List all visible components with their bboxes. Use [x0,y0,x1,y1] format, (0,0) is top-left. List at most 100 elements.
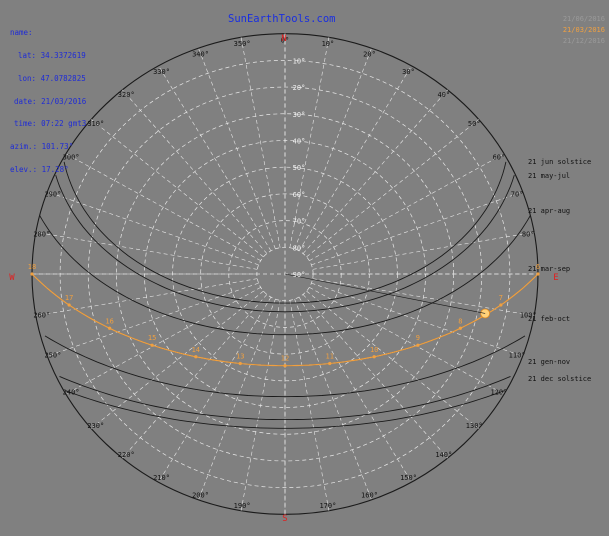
date-curve [63,161,507,304]
azimuth-spoke [306,119,479,258]
elevation-label: 20° [293,84,306,92]
azimuth-label: 0° [281,36,289,44]
azimuth-spoke [240,300,281,511]
azimuth-spoke [198,298,276,500]
azimuth-spoke [47,282,259,357]
azimuth-spoke [309,287,505,395]
azimuth-spoke [306,290,479,429]
azimuth-spoke [289,37,330,248]
azimuth-label: 130° [466,422,483,430]
info-elevation: elev.: 17.28° [10,164,69,174]
elevation-label: 80° [293,244,306,252]
date-curve [65,390,505,429]
azimuth-spoke [65,287,261,395]
site-title: SunEarthTools.com [228,13,336,25]
elevation-azimuth-grid [31,33,539,515]
legend-item-equinox: 21/03/2016 [562,26,605,34]
hour-marker [150,343,154,347]
hour-label: 15 [148,334,156,342]
date-curve-label: 21 may-jul [528,172,570,180]
azimuth-label: 40° [437,91,450,99]
azimuth-label: 320° [118,91,135,99]
hour-label: 13 [236,352,244,360]
azimuth-spoke [122,294,268,459]
azimuth-spoke [65,153,261,261]
azimuth-label: 240° [63,388,80,396]
elevation-label: 70° [293,218,306,226]
azimuth-label: 340° [192,51,209,59]
info-name: name: [10,28,38,38]
azimuth-spoke [309,153,505,261]
azimuth-label: 140° [435,451,452,459]
azimuth-spoke [294,48,372,250]
azimuth-spoke [122,89,268,254]
info-longitude: lon: 47.0782825 [18,73,86,83]
info-date: date: 21/03/2016 [14,96,87,106]
azimuth-label: 300° [63,154,80,162]
legend-item-summer: 21/06/2016 [562,15,605,23]
hour-marker [283,364,287,368]
elevation-label: 30° [293,111,306,119]
hour-label: 11 [326,352,334,360]
azimuth-spoke [35,231,258,270]
azimuth-label: 80° [522,230,535,238]
azimuth-label: 260° [33,312,50,320]
azimuth-label: 310° [87,120,104,128]
date-curve-label: 21 dec solstice [528,375,591,383]
date-curve [59,375,511,421]
azimuth-label: 220° [118,451,135,459]
elevation-label: 40° [293,137,306,145]
date-curve [55,174,515,313]
sun-azimuth-line [284,273,486,314]
hour-label: 16 [105,317,113,325]
hour-marker [536,272,540,276]
date-legend: 21/06/2016 21/03/2016 21/12/2016 [563,14,605,47]
hour-marker [372,355,376,359]
azimuth-label: 110° [509,351,526,359]
elevation-label: 10° [293,57,306,65]
hour-label: 12 [281,355,289,363]
azimuth-spoke [158,296,272,483]
hour-label: 6 [536,263,540,271]
azimuth-spoke [240,37,281,248]
azimuth-spoke [302,89,448,254]
azimuth-label: 350° [234,40,251,48]
date-curve [39,215,531,336]
azimuth-spoke [289,300,330,511]
azimuth-spoke [35,278,258,317]
elevation-label: 50° [293,164,306,172]
date-curve-label: 21 jun solstice [528,158,591,166]
hour-label: 18 [28,263,36,271]
info-azimuth: azim.: 101.73° [10,142,74,152]
azimuth-spoke [294,298,372,500]
info-latitude: lat: 34.3372619 [18,50,86,60]
elevation-label: 90° [293,271,306,279]
hour-label: 7 [499,294,503,302]
hour-marker [499,303,503,307]
azimuth-label: 210° [153,474,170,482]
azimuth-label: 100° [520,312,537,320]
hour-label: 9 [416,334,420,342]
azimuth-label: 30° [402,68,415,76]
compass-west: W [9,273,15,283]
hour-marker [67,303,71,307]
azimuth-label: 190° [234,502,251,510]
compass-east: E [553,273,558,283]
azimuth-spoke [158,65,272,252]
hour-marker [416,343,420,347]
azimuth-spoke [312,278,535,317]
azimuth-spoke [47,191,259,266]
azimuth-label: 290° [44,191,61,199]
info-time: time: 07:22 gmt3 [14,119,87,129]
hour-label: 14 [192,346,200,354]
hour-label: 8 [458,317,462,325]
azimuth-label: 50° [468,120,481,128]
azimuth-label: 150° [400,474,417,482]
azimuth-spoke [298,296,412,483]
hour-label: 10 [370,346,378,354]
date-curve-label: 21 gen-nov [528,358,570,366]
hour-marker [194,355,198,359]
hour-marker [328,361,332,366]
